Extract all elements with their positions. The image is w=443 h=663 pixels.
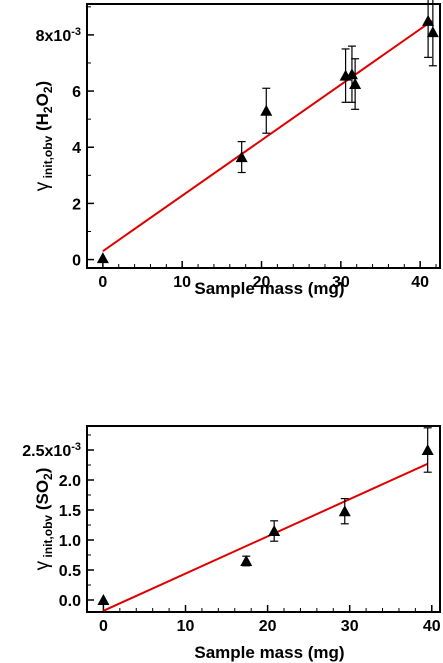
data-point (338, 505, 351, 517)
y-axis-label: γ init,obv (H2O2) (32, 81, 55, 191)
plot-frame (86, 425, 441, 613)
x-tick-label: 10 (173, 274, 191, 291)
y-tick-label: 1.0 (59, 533, 81, 550)
x-tick-label: 30 (332, 274, 350, 291)
data-point (422, 14, 435, 26)
x-tick-label: 20 (259, 618, 277, 635)
y-tick-label: 2 (72, 196, 81, 213)
x-axis-label: Sample mass (mg) (194, 643, 344, 662)
y-tick-label: 0.5 (59, 563, 81, 580)
y-tick-label: 6 (72, 84, 81, 101)
chart-panel-1: 0 10 20 30 40 0 2 4 6 8x10-3 Sample mass (mg) γ ini… (32, 0, 441, 298)
data-point (260, 104, 273, 116)
y-tick-label: 0 (72, 253, 81, 270)
data-point (349, 78, 362, 90)
data-point (421, 444, 434, 455)
y-tick-label: 2.5x10-3 (22, 441, 81, 460)
x-tick-label: 20 (253, 274, 271, 291)
data-point (97, 594, 110, 605)
x-tick-label: 0 (98, 274, 107, 291)
y-tick-label: 8x10-3 (36, 26, 81, 45)
y-tick-label: 0.0 (59, 593, 81, 610)
fit-line (102, 20, 433, 252)
fit-line (103, 462, 429, 612)
data-point (268, 525, 281, 536)
data-point (96, 252, 109, 264)
chart-panel-2: 0 10 20 30 40 0.0 0.5 1.0 1.5 2.0 2.5x10-3 Sample m… (22, 425, 441, 662)
data-point (240, 555, 253, 566)
x-axis-label: Sample mass (mg) (194, 279, 344, 298)
x-tick-label: 10 (177, 618, 195, 635)
y-tick-label: 1.5 (59, 503, 81, 520)
y-axis-label: γ init,obv (SO2) (32, 468, 55, 571)
y-tick-label: 2.0 (59, 473, 81, 490)
data-point (426, 26, 439, 38)
x-tick-label: 30 (341, 618, 359, 635)
plot-frame (86, 3, 441, 269)
x-tick-label: 40 (423, 618, 441, 635)
y-tick-label: 4 (72, 140, 81, 157)
data-point (235, 151, 248, 163)
x-tick-label: 0 (99, 618, 108, 635)
x-tick-label: 40 (411, 274, 429, 291)
